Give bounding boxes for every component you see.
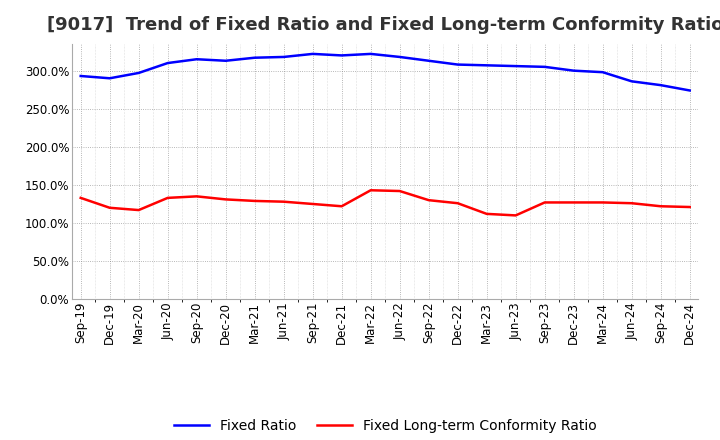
Fixed Ratio [570,68,578,73]
Line: Fixed Long-term Conformity Ratio: Fixed Long-term Conformity Ratio [81,190,690,216]
Fixed Ratio [251,55,259,60]
Fixed Ratio [366,51,375,57]
Fixed Long-term Conformity Ratio [454,201,462,206]
Legend: Fixed Ratio, Fixed Long-term Conformity Ratio: Fixed Ratio, Fixed Long-term Conformity … [168,413,602,438]
Fixed Ratio [685,88,694,93]
Fixed Ratio [541,64,549,70]
Fixed Long-term Conformity Ratio [163,195,172,201]
Fixed Ratio [627,79,636,84]
Fixed Ratio [163,60,172,66]
Fixed Long-term Conformity Ratio [685,205,694,210]
Fixed Long-term Conformity Ratio [482,211,491,216]
Fixed Ratio [279,54,288,59]
Fixed Ratio [135,70,143,76]
Fixed Long-term Conformity Ratio [338,204,346,209]
Fixed Ratio [76,73,85,79]
Fixed Long-term Conformity Ratio [76,195,85,201]
Fixed Ratio [657,82,665,88]
Fixed Ratio [424,58,433,63]
Fixed Ratio [221,58,230,63]
Fixed Long-term Conformity Ratio [395,188,404,194]
Fixed Ratio [598,70,607,75]
Fixed Long-term Conformity Ratio [105,205,114,210]
Fixed Long-term Conformity Ratio [541,200,549,205]
Fixed Ratio [192,57,201,62]
Fixed Long-term Conformity Ratio [570,200,578,205]
Title: [9017]  Trend of Fixed Ratio and Fixed Long-term Conformity Ratio: [9017] Trend of Fixed Ratio and Fixed Lo… [47,16,720,34]
Fixed Long-term Conformity Ratio [598,200,607,205]
Fixed Ratio [511,63,520,69]
Fixed Long-term Conformity Ratio [221,197,230,202]
Fixed Long-term Conformity Ratio [192,194,201,199]
Fixed Ratio [454,62,462,67]
Line: Fixed Ratio: Fixed Ratio [81,54,690,91]
Fixed Ratio [482,62,491,68]
Fixed Long-term Conformity Ratio [251,198,259,204]
Fixed Long-term Conformity Ratio [135,207,143,213]
Fixed Long-term Conformity Ratio [308,202,317,207]
Fixed Long-term Conformity Ratio [279,199,288,204]
Fixed Long-term Conformity Ratio [657,204,665,209]
Fixed Long-term Conformity Ratio [627,201,636,206]
Fixed Ratio [105,76,114,81]
Fixed Ratio [338,53,346,58]
Fixed Ratio [395,54,404,59]
Fixed Long-term Conformity Ratio [366,187,375,193]
Fixed Long-term Conformity Ratio [511,213,520,218]
Fixed Ratio [308,51,317,57]
Fixed Long-term Conformity Ratio [424,198,433,203]
